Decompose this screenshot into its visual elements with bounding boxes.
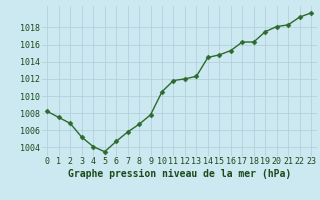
X-axis label: Graphe pression niveau de la mer (hPa): Graphe pression niveau de la mer (hPa) <box>68 169 291 179</box>
